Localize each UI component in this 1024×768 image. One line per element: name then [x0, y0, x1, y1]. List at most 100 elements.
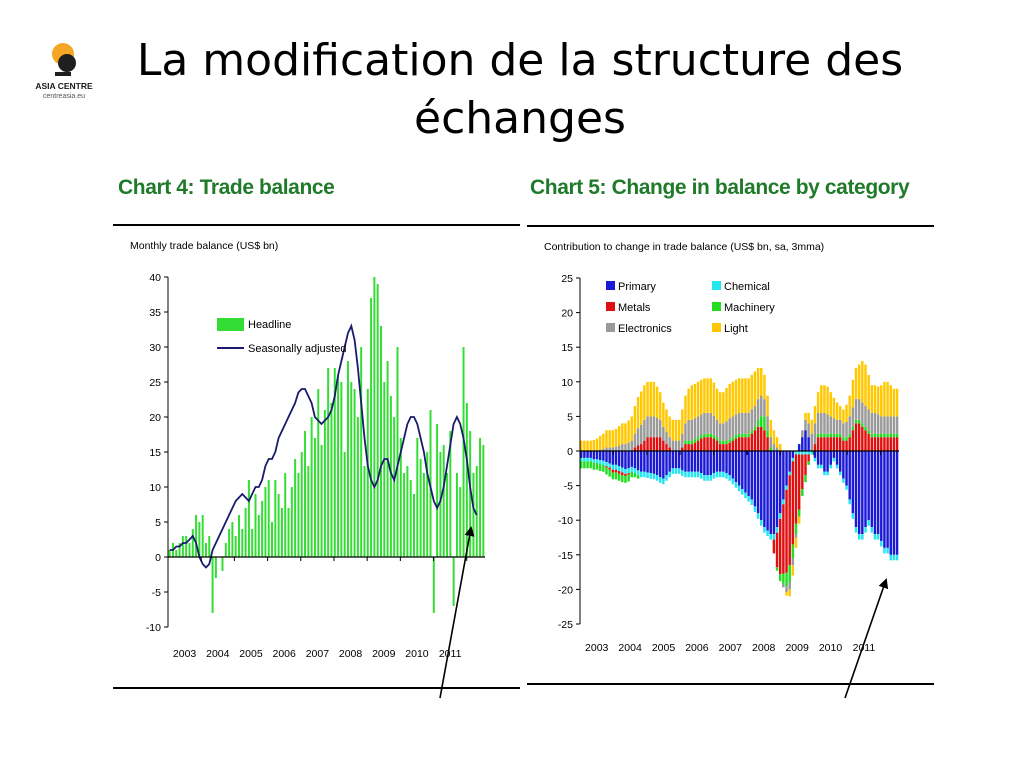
chart5-machinery-bar [624, 475, 627, 483]
chart4-headline-bar [455, 473, 458, 557]
chart5-machinery-bar [614, 472, 618, 480]
chart5-machinery-bar [690, 440, 694, 445]
chart5-chemical-bar [829, 464, 832, 469]
chart5-electronics-bar [731, 416, 735, 438]
logo-base-icon [55, 72, 71, 76]
chart5-primary-bar [627, 451, 630, 469]
chart5-machinery-bar [715, 437, 719, 441]
chart5-chemical-bar [785, 485, 788, 490]
chart5-primary-bar [870, 451, 874, 528]
chart5-chemical-bar [611, 464, 615, 470]
chart5-chemical-bar [715, 471, 719, 478]
chart5-electronics-bar [883, 416, 886, 434]
chart4-headline-bar [231, 522, 234, 557]
chart5-primary-bar [883, 451, 886, 548]
chart5-electronics-bar [816, 412, 820, 434]
chart5-bars [580, 361, 899, 597]
chart4-headline-bar [198, 522, 201, 557]
chart5-primary-bar [608, 451, 611, 464]
chart5-primary-bar [857, 451, 861, 535]
chart5-light-bar [668, 416, 671, 438]
legend-electronics-label: Electronics [618, 323, 672, 335]
chart5-electronics-bar [693, 418, 697, 440]
chart5-primary-bar [662, 451, 665, 479]
chart5-change-by-category: Contribution to change in trade balance … [544, 241, 899, 654]
chart5-metals-bar [744, 437, 747, 451]
chart4-headline-bar [366, 389, 369, 557]
chart5-primary-bar [791, 451, 795, 458]
chart5-electronics-bar [775, 447, 779, 451]
chart4-headline-bar [363, 466, 366, 557]
logo-name: ASIA CENTRE [35, 81, 93, 91]
chart5-light-bar [832, 397, 836, 419]
chart5-metals-bar [778, 518, 782, 575]
chart5-light-bar [703, 378, 706, 413]
chart5-light-bar [722, 392, 725, 424]
chart5-chemical-bar [816, 464, 820, 469]
chart5-chemical-bar [643, 471, 646, 478]
chart5-light-bar [797, 516, 801, 524]
chart4-headline-bar [426, 452, 429, 557]
chart5-metals-bar [611, 469, 615, 473]
chart4-headline-bar [409, 480, 412, 557]
x-tick-label: 2004 [206, 648, 230, 660]
chart5-machinery-bar [712, 435, 716, 439]
chart5-light-bar [700, 379, 703, 415]
chart5-chemical-bar [608, 463, 611, 468]
chart5-chemical-bar [810, 451, 814, 455]
chart5-metals-bar [605, 466, 608, 468]
chart5-electronics-bar [712, 415, 716, 436]
chart5-light-bar [842, 409, 845, 424]
chart5-primary-bar [687, 451, 690, 472]
chart5-electronics-bar [895, 416, 899, 434]
chart5-primary-bar [788, 451, 791, 472]
chart5-top-rule [527, 225, 934, 227]
chart5-chemical-bar [880, 540, 883, 547]
chart5-machinery-bar [857, 419, 861, 424]
chart5-electronics-bar [889, 416, 892, 434]
chart5-machinery-bar [731, 437, 735, 441]
chart5-chemical-bar [586, 457, 589, 462]
chart5-electronics-bar [684, 423, 687, 441]
chart5-metals-bar [655, 437, 659, 451]
chart5-machinery-bar [791, 544, 795, 559]
chart5-light-bar [671, 419, 675, 441]
logo-dark-circle-icon [58, 54, 76, 72]
chart5-light-bar [788, 589, 791, 597]
chart5-chemical-bar [646, 472, 649, 478]
chart5-machinery-bar [826, 433, 829, 438]
chart5-machinery-bar [892, 433, 896, 438]
chart5-metals-bar [658, 437, 662, 451]
chart5-machinery-bar [636, 475, 640, 479]
chart5-electronics-bar [703, 412, 706, 434]
chart5-light-bar [766, 395, 769, 417]
chart5-metals-bar [703, 437, 706, 451]
chart5-metals-bar [845, 440, 848, 451]
chart5-light-bar [684, 395, 687, 424]
chart5-electronics-bar [640, 424, 643, 445]
chart5-chemical-bar [769, 534, 772, 540]
chart5-metals-bar [791, 461, 795, 545]
chart4-headline-bar [323, 410, 326, 557]
chart5-primary-bar [785, 451, 788, 486]
chart5-light-bar [753, 371, 757, 407]
chart5-light-bar [794, 537, 798, 548]
chart5-machinery-bar [605, 467, 608, 475]
y-tick-label: 5 [567, 411, 573, 423]
chart5-light-bar [772, 430, 776, 445]
chart5-metals-bar [870, 437, 874, 451]
chart5-electronics-bar [807, 423, 810, 438]
chart5-metals-bar [801, 454, 804, 490]
chart5-chemical-bar [617, 466, 621, 472]
chart5-primary-bar [734, 451, 738, 483]
chart5-metals-bar [700, 438, 703, 451]
chart5-chemical-bar [886, 547, 889, 554]
chart5-light-bar [892, 388, 896, 417]
chart5-chemical-bar [621, 467, 624, 473]
chart5-chemical-bar [835, 464, 839, 469]
chart5-metals-bar [864, 430, 867, 451]
chart5-chemical-bar [892, 554, 896, 561]
chart5-metals-bar [766, 437, 769, 451]
chart5-metals-bar [857, 423, 861, 451]
chart5-chemical-bar [788, 471, 791, 476]
